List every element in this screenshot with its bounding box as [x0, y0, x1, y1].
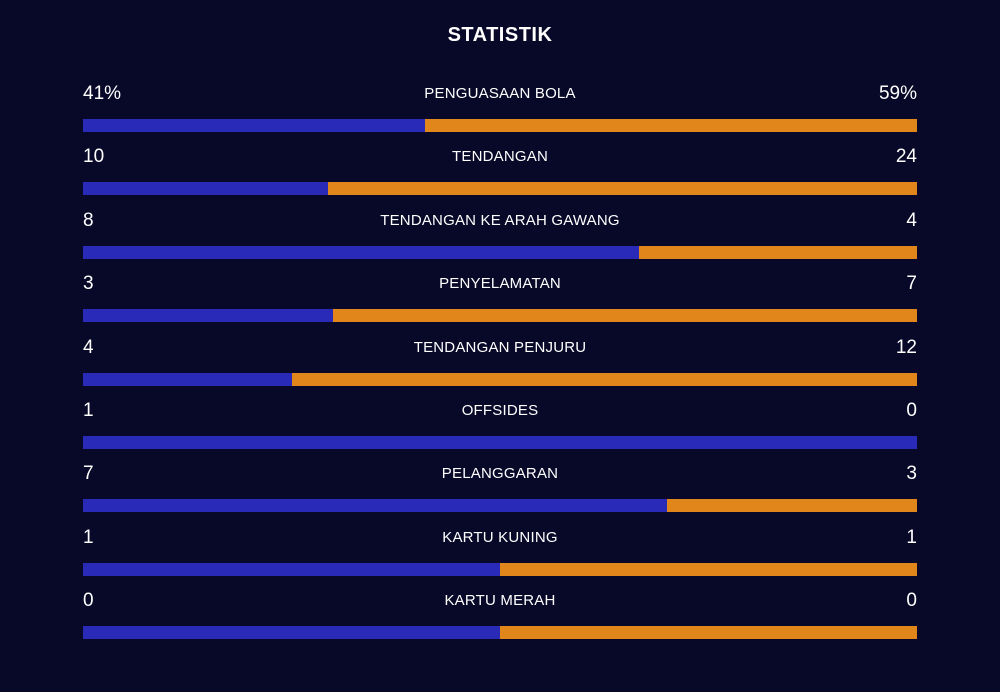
comparison-bar [83, 119, 917, 132]
stat-label: TENDANGAN [452, 148, 548, 166]
stat-row-red-cards: 0 KARTU MERAH 0 [83, 587, 917, 650]
away-bar-segment [291, 372, 917, 386]
stat-row-yellow-cards: 1 KARTU KUNING 1 [83, 524, 917, 587]
away-value: 59% [878, 83, 917, 104]
comparison-bar [83, 562, 917, 576]
stat-label: TENDANGAN PENJURU [413, 338, 587, 356]
home-value: 41% [83, 83, 122, 104]
home-value: 1 [83, 526, 94, 548]
home-bar-segment [83, 119, 425, 132]
home-value: 10 [83, 146, 105, 168]
comparison-bar [83, 309, 917, 323]
comparison-bar [83, 182, 917, 196]
stat-row-fouls: 7 PELANGGARAN 3 [83, 460, 917, 523]
home-value: 8 [83, 209, 94, 231]
home-bar-segment [83, 372, 292, 386]
away-bar-segment [333, 309, 917, 323]
comparison-bar [83, 499, 917, 513]
away-bar-segment [500, 562, 917, 576]
stat-row-corners: 4 TENDANGAN PENJURU 12 [83, 334, 917, 397]
home-bar-segment [83, 562, 500, 576]
home-bar-segment [83, 626, 500, 640]
home-value: 3 [83, 273, 94, 295]
away-value: 4 [906, 209, 917, 231]
stat-label: TENDANGAN KE ARAH GAWANG [380, 211, 620, 229]
home-value: 7 [83, 463, 94, 485]
comparison-bar [83, 372, 917, 386]
away-bar-segment [424, 119, 917, 132]
home-bar-segment [83, 182, 329, 196]
comparison-bar [83, 435, 917, 449]
stat-label: PENGUASAAN BOLA [424, 85, 576, 102]
stat-row-saves: 3 PENYELAMATAN 7 [83, 270, 917, 333]
away-bar-segment [500, 626, 917, 640]
home-value: 4 [83, 336, 94, 358]
away-value: 12 [895, 336, 917, 358]
stat-label: KARTU KUNING [442, 528, 558, 546]
comparison-bar [83, 626, 917, 640]
away-bar-segment [666, 499, 917, 513]
stats-title: STATISTIK [447, 24, 553, 46]
away-bar-segment [328, 182, 917, 196]
away-value: 7 [906, 273, 917, 295]
stat-label: OFFSIDES [461, 401, 539, 419]
away-value: 24 [895, 146, 917, 168]
home-bar-segment [83, 309, 334, 323]
away-value: 3 [906, 463, 917, 485]
home-value: 0 [83, 590, 94, 612]
stat-row-offsides: 1 OFFSIDES 0 [83, 397, 917, 460]
away-value: 0 [906, 590, 917, 612]
stat-row-shots: 10 TENDANGAN 24 [83, 143, 917, 206]
away-value: 0 [906, 399, 917, 421]
home-bar-segment [83, 245, 640, 259]
home-bar-segment [83, 435, 917, 449]
away-value: 1 [906, 526, 917, 548]
stat-row-shots-on-target: 8 TENDANGAN KE ARAH GAWANG 4 [83, 207, 917, 270]
stat-label: KARTU MERAH [444, 592, 556, 610]
stats-list: 41% PENGUASAAN BOLA 59% 10 TENDANGAN 24 … [83, 80, 917, 651]
stat-row-possession: 41% PENGUASAAN BOLA 59% [83, 80, 917, 143]
comparison-bar [83, 245, 917, 259]
away-bar-segment [639, 245, 917, 259]
home-value: 1 [83, 399, 94, 421]
home-bar-segment [83, 499, 667, 513]
stat-label: PENYELAMATAN [439, 275, 561, 293]
stat-label: PELANGGARAN [441, 465, 559, 483]
